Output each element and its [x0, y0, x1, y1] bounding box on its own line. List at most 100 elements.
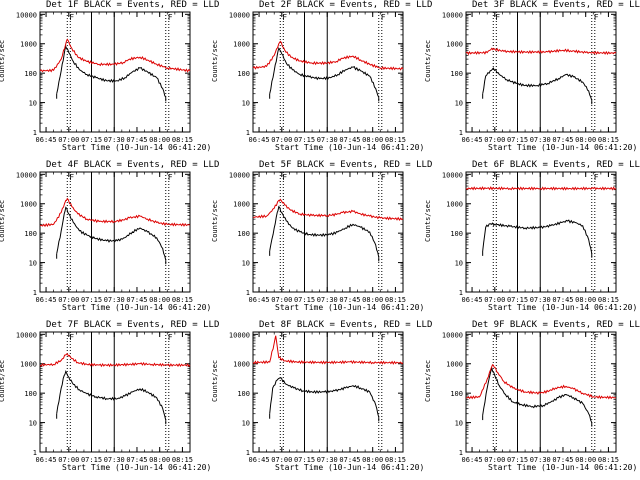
- lld-line: [252, 335, 404, 365]
- x-tick-label: 07:15: [507, 456, 528, 464]
- y-tick-label: 1000: [233, 41, 250, 49]
- plot-area: 1 10 100 1000 10000 06:45 07:00 07:15 07:30 07:45…: [16, 171, 193, 304]
- x-tick-label: 07:00: [58, 136, 79, 144]
- y-tick-label: 10: [455, 420, 463, 428]
- x-tick-label: 07:30: [317, 456, 338, 464]
- f-marker: F: [282, 173, 287, 182]
- panel-title: Det 5F BLACK = Events, RED = LLD: [259, 160, 433, 170]
- x-tick-label: 06:45: [462, 296, 483, 304]
- events-line: [56, 206, 167, 261]
- x-tick-label: 08:00: [362, 136, 383, 144]
- f-marker: F: [495, 333, 500, 342]
- x-tick-label: 07:30: [104, 136, 125, 144]
- plot-area: 1 10 100 1000 10000 06:45 07:00 07:15 07:30 07:45…: [16, 331, 193, 464]
- y-tick-label: 10: [242, 260, 250, 268]
- panel-title: Det 4F BLACK = Events, RED = LLD: [46, 160, 220, 170]
- events-line: [482, 67, 593, 101]
- y-tick-label: 1000: [446, 201, 463, 209]
- x-axis-label: Start Time (10-Jun-14 06:41:20): [275, 463, 425, 472]
- x-tick-label: 06:45: [249, 456, 270, 464]
- detector-panel: Det 8F BLACK = Events, RED = LLD Counts/s…: [211, 320, 432, 480]
- detector-panel: Det 4F BLACK = Events, RED = LLD Counts/s…: [0, 160, 220, 320]
- x-tick-label: 06:45: [36, 456, 57, 464]
- x-tick-label: 07:30: [530, 456, 551, 464]
- x-axis-label: Start Time (10-Jun-14 06:41:20): [62, 303, 212, 312]
- events-line: [269, 47, 380, 98]
- y-tick-label: 10000: [229, 331, 250, 339]
- f-marker: F: [381, 333, 386, 342]
- x-tick-label: 07:15: [507, 136, 528, 144]
- y-tick-label: 10000: [442, 171, 463, 179]
- plot-frame: [465, 171, 617, 293]
- y-tick-label: 10000: [442, 331, 463, 339]
- x-tick-label: 08:15: [172, 136, 193, 144]
- plot-area: 1 10 100 1000 10000 06:45 07:00 07:15 07:30 07:45…: [229, 171, 406, 304]
- x-tick-label: 07:30: [104, 296, 125, 304]
- plot-area: 1 10 100 1000 10000 06:45 07:00 07:15 07:30 07:45…: [442, 11, 619, 144]
- y-tick-label: 1000: [233, 201, 250, 209]
- x-tick-label: 07:45: [339, 296, 360, 304]
- f-marker: F: [69, 173, 74, 182]
- y-tick-label: 100: [24, 230, 37, 238]
- x-tick-label: 08:15: [172, 456, 193, 464]
- x-tick-label: 07:00: [271, 296, 292, 304]
- x-axis-label: Start Time (10-Jun-14 06:41:20): [488, 143, 638, 152]
- x-tick-label: 07:45: [339, 136, 360, 144]
- events-line: [56, 45, 167, 98]
- x-tick-label: 07:45: [126, 456, 147, 464]
- y-tick-label: 1: [459, 129, 463, 137]
- y-tick-label: 100: [24, 70, 37, 78]
- detector-panel: Det 5F BLACK = Events, RED = LLD Counts/s…: [211, 160, 433, 320]
- y-tick-label: 10000: [16, 331, 37, 339]
- x-axis-label: Start Time (10-Jun-14 06:41:20): [275, 143, 425, 152]
- events-line: [482, 366, 593, 423]
- f-marker: F: [69, 13, 74, 22]
- detector-panel: Det 7F BLACK = Events, RED = LLD Counts/s…: [0, 320, 220, 480]
- x-tick-label: 08:15: [172, 296, 193, 304]
- y-tick-label: 1: [459, 449, 463, 457]
- x-tick-label: 07:45: [339, 456, 360, 464]
- y-tick-label: 10: [29, 260, 37, 268]
- plot-area: 1 10 100 1000 10000 06:45 07:00 07:15 07:30 07:45…: [442, 171, 619, 304]
- x-tick-label: 07:15: [294, 456, 315, 464]
- plot-frame: [252, 171, 404, 293]
- y-tick-label: 10: [242, 420, 250, 428]
- y-tick-label: 10000: [16, 171, 37, 179]
- f-marker: F: [168, 333, 173, 342]
- x-axis-label: Start Time (10-Jun-14 06:41:20): [488, 303, 638, 312]
- detector-panel: Det 1F BLACK = Events, RED = LLD Counts/s…: [0, 0, 219, 160]
- plot-area: 1 10 100 1000 10000 06:45 07:00 07:15 07:30 07:45…: [229, 331, 406, 464]
- x-tick-label: 07:15: [507, 296, 528, 304]
- x-tick-label: 07:00: [58, 456, 79, 464]
- x-tick-label: 08:00: [149, 296, 170, 304]
- x-tick-label: 07:45: [126, 136, 147, 144]
- x-tick-label: 08:00: [362, 456, 383, 464]
- x-tick-label: 07:00: [484, 296, 505, 304]
- x-tick-label: 07:00: [58, 296, 79, 304]
- y-tick-label: 1000: [446, 41, 463, 49]
- panel-title: Det 7F BLACK = Events, RED = LLD: [46, 320, 220, 330]
- y-tick-label: 10000: [229, 11, 250, 19]
- x-axis-label: Start Time (10-Jun-14 06:41:20): [275, 303, 425, 312]
- panel-title: Det 9F BLACK = Events, RED = LLD: [472, 320, 640, 330]
- x-tick-label: 07:00: [271, 456, 292, 464]
- x-tick-label: 06:45: [462, 456, 483, 464]
- x-axis-label: Start Time (10-Jun-14 06:41:20): [488, 463, 638, 472]
- x-axis-label: Start Time (10-Jun-14 06:41:20): [62, 143, 212, 152]
- panel-title: Det 6F BLACK = Events, RED = LLD: [472, 160, 640, 170]
- plot-frame: [465, 11, 617, 133]
- x-tick-label: 08:00: [575, 456, 596, 464]
- lld-line: [39, 197, 191, 228]
- x-tick-label: 08:15: [385, 136, 406, 144]
- x-tick-label: 08:15: [598, 456, 619, 464]
- y-tick-label: 10: [455, 260, 463, 268]
- y-tick-label: 10: [29, 100, 37, 108]
- f-marker: F: [495, 13, 500, 22]
- x-tick-label: 07:15: [294, 136, 315, 144]
- lld-line: [465, 47, 617, 56]
- x-tick-label: 07:00: [271, 136, 292, 144]
- f-marker: F: [168, 13, 173, 22]
- y-tick-label: 100: [237, 230, 250, 238]
- x-tick-label: 06:45: [249, 296, 270, 304]
